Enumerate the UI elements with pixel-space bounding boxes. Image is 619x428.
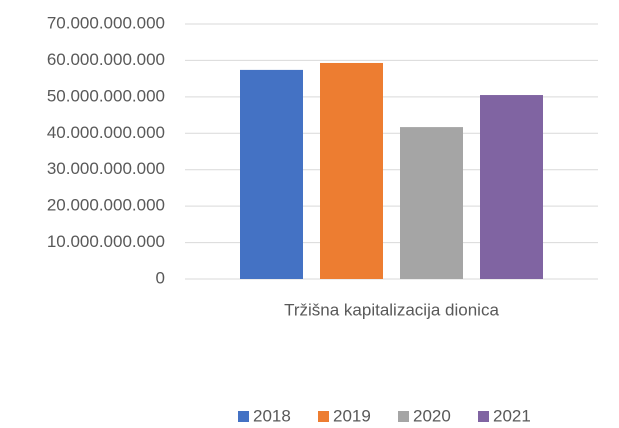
y-tick-label: 10.000.000.000 xyxy=(47,232,165,251)
y-tick-label: 20.000.000.000 xyxy=(47,196,165,215)
x-tick-label: Tržišna kapitalizacija dionica xyxy=(284,300,499,319)
y-tick-label: 0 xyxy=(156,268,165,287)
y-tick-label: 40.000.000.000 xyxy=(47,123,165,142)
bar xyxy=(320,62,383,279)
legend-swatch xyxy=(238,411,249,422)
bar xyxy=(480,95,543,280)
legend-swatch xyxy=(478,411,489,422)
y-tick-label: 70.000.000.000 xyxy=(47,13,165,32)
bar xyxy=(240,69,303,280)
legend-swatch xyxy=(318,411,329,422)
bar xyxy=(400,127,463,279)
y-tick-label: 30.000.000.000 xyxy=(47,159,165,178)
y-tick-label: 60.000.000.000 xyxy=(47,50,165,69)
legend-label: 2020 xyxy=(413,406,451,425)
y-tick-label: 50.000.000.000 xyxy=(47,86,165,105)
legend-swatch xyxy=(398,411,409,422)
legend-label: 2021 xyxy=(493,406,531,425)
legend-label: 2018 xyxy=(253,406,291,425)
legend-label: 2019 xyxy=(333,406,371,425)
